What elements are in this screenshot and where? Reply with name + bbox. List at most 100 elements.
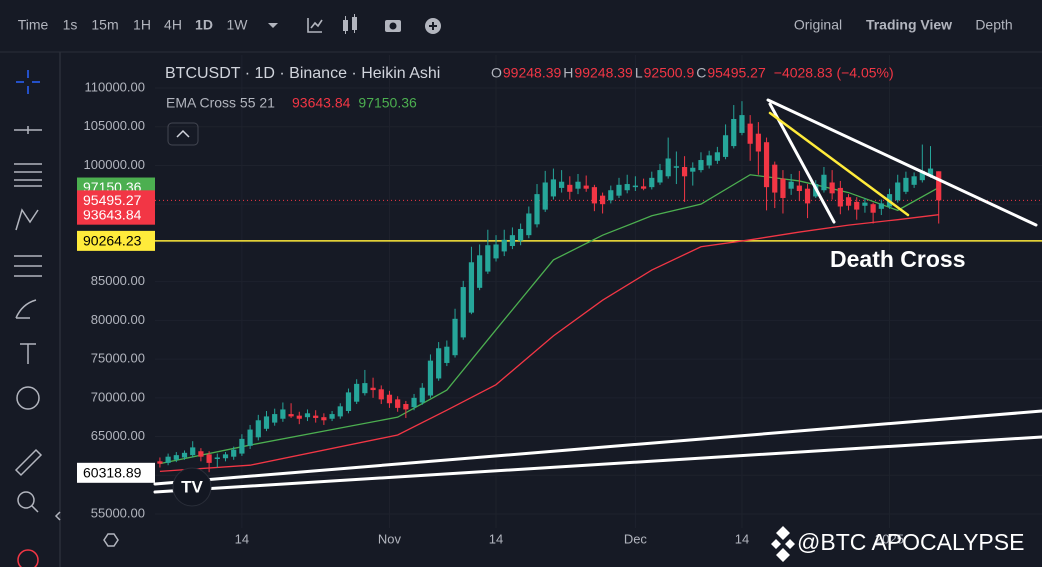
x-tick-label: Dec xyxy=(624,531,648,546)
tv-logo[interactable] xyxy=(172,467,212,507)
settings-icon[interactable] xyxy=(103,533,119,547)
ohlc-value: 95495.27 xyxy=(707,65,766,81)
candle-body xyxy=(640,186,647,189)
candle-body xyxy=(329,414,335,419)
candle-body xyxy=(763,142,770,188)
candle-body xyxy=(214,457,220,460)
view-tab[interactable]: Original xyxy=(794,17,842,33)
candle-body xyxy=(870,204,876,213)
ohlc-label: L xyxy=(635,65,643,81)
candle-body xyxy=(526,213,532,236)
y-tick-label: 65000.00 xyxy=(91,428,145,443)
candle-body xyxy=(477,255,483,288)
projection-tool[interactable] xyxy=(14,255,42,277)
candle-body xyxy=(370,387,376,391)
candle-body xyxy=(722,135,729,157)
brush-tool[interactable] xyxy=(15,299,37,319)
candle-body xyxy=(321,417,327,421)
ohlc-label: O xyxy=(491,65,502,81)
y-tick-label: 105000.00 xyxy=(84,118,145,133)
interval-caret[interactable] xyxy=(268,23,278,28)
candle-body xyxy=(206,454,212,463)
level-price-label-box xyxy=(77,462,155,483)
candle-body xyxy=(542,182,548,210)
line-tool[interactable] xyxy=(14,126,42,134)
candle-body xyxy=(354,383,360,402)
overlay: O 99248.39 H 99248.39 L 92500.9 C 95495.27 −4028… xyxy=(77,65,894,483)
candle-body xyxy=(411,397,417,408)
pattern-tool[interactable] xyxy=(15,208,39,231)
interval-button[interactable]: 1W xyxy=(227,17,249,33)
last-price-label-box xyxy=(77,190,155,211)
candle-body xyxy=(575,181,581,189)
candle-body xyxy=(304,413,311,418)
candle-body xyxy=(829,182,835,194)
add-icon[interactable] xyxy=(425,18,441,34)
interval-button[interactable]: 15m xyxy=(91,17,118,33)
candle-body xyxy=(181,452,188,458)
settings-button[interactable] xyxy=(167,122,199,146)
candle-body xyxy=(632,185,638,188)
candle-body xyxy=(345,392,352,411)
watermark-icon xyxy=(771,526,795,562)
candle-body xyxy=(427,360,434,396)
candle-body xyxy=(780,178,786,198)
y-tick-label: 55000.00 xyxy=(91,505,145,520)
candle-body xyxy=(444,346,450,363)
chart-type-icon[interactable] xyxy=(343,14,357,34)
candle-body xyxy=(452,318,458,356)
candle-body xyxy=(911,176,917,185)
view-tab[interactable]: Trading View xyxy=(866,17,952,33)
candle-body xyxy=(673,166,679,168)
candle-body xyxy=(591,187,598,204)
interval-button[interactable]: Time xyxy=(18,17,49,33)
candle-body xyxy=(649,177,655,188)
candle-body xyxy=(296,415,302,419)
view-tab[interactable]: Depth xyxy=(975,17,1012,33)
candle-body xyxy=(698,160,704,171)
candle-body xyxy=(796,185,802,192)
collapse-toolbar[interactable] xyxy=(54,511,61,521)
indicator-icon[interactable] xyxy=(307,18,323,33)
interval-button[interactable]: 1D xyxy=(195,17,213,33)
candle-body xyxy=(255,420,261,438)
candle-body xyxy=(378,389,384,400)
candle-body xyxy=(731,118,737,147)
ruler-tool[interactable] xyxy=(14,448,43,477)
trendline xyxy=(153,409,1042,486)
candle-body xyxy=(165,456,171,463)
interval-button[interactable]: 1s xyxy=(63,17,78,33)
candle-body xyxy=(501,239,507,252)
candle-body xyxy=(755,133,761,152)
fib-tool[interactable] xyxy=(14,163,42,187)
candle-body xyxy=(157,461,163,464)
candle-body xyxy=(616,184,622,196)
candle-body xyxy=(690,167,696,172)
interval-button[interactable]: 1H xyxy=(133,17,151,33)
trendline xyxy=(153,435,1042,494)
snapshot-icon[interactable] xyxy=(385,20,401,32)
text-tool[interactable] xyxy=(20,343,36,364)
candle-body xyxy=(362,383,368,394)
candle-body xyxy=(919,170,925,181)
candle-body xyxy=(190,447,196,456)
candle-body xyxy=(788,181,794,189)
ohlc-label: C xyxy=(696,65,706,81)
candle-body xyxy=(804,188,811,204)
last-price-label: 95495.27 xyxy=(83,192,142,208)
trendline xyxy=(768,111,910,217)
candle-body xyxy=(747,123,753,144)
alert-tool[interactable] xyxy=(17,549,39,567)
candle-body xyxy=(895,182,901,201)
candle-body xyxy=(436,348,442,379)
candle-body xyxy=(862,202,868,206)
ema-price-label: 93643.84 xyxy=(83,206,142,222)
crosshair-tool[interactable] xyxy=(16,70,40,94)
zoom-tool[interactable] xyxy=(17,491,39,513)
emoji-tool[interactable] xyxy=(16,386,40,410)
interval-button[interactable]: 4H xyxy=(164,17,182,33)
candle-body xyxy=(395,399,401,408)
candle-body xyxy=(313,415,319,418)
trendline xyxy=(766,98,1038,227)
